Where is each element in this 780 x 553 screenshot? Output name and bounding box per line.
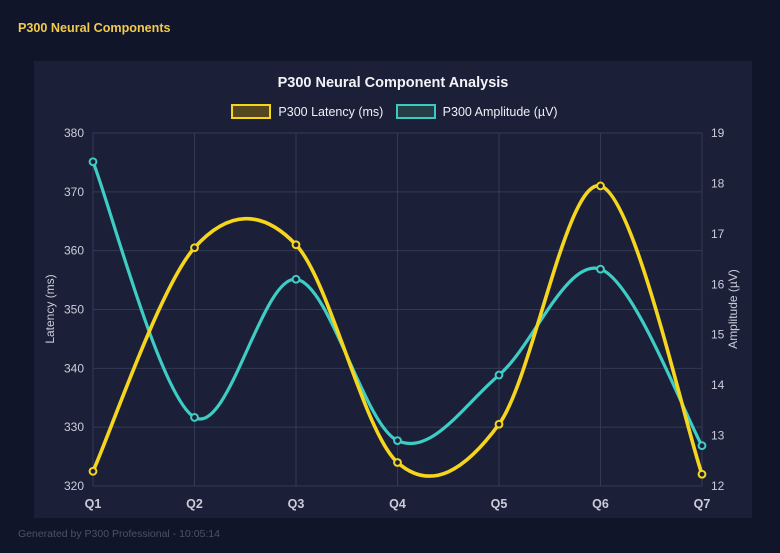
svg-text:18: 18 — [711, 176, 725, 190]
svg-text:19: 19 — [711, 126, 725, 140]
svg-text:Q2: Q2 — [186, 497, 203, 511]
svg-text:380: 380 — [64, 126, 84, 140]
svg-text:320: 320 — [64, 479, 84, 493]
svg-text:Amplitude (µV): Amplitude (µV) — [726, 269, 740, 349]
svg-text:Q3: Q3 — [288, 497, 305, 511]
svg-text:16: 16 — [711, 277, 725, 291]
svg-text:330: 330 — [64, 420, 84, 434]
svg-text:12: 12 — [711, 479, 725, 493]
svg-text:Q5: Q5 — [491, 497, 508, 511]
svg-text:13: 13 — [711, 429, 725, 443]
svg-text:370: 370 — [64, 185, 84, 199]
svg-text:340: 340 — [64, 361, 84, 375]
svg-text:14: 14 — [711, 378, 725, 392]
svg-text:Q1: Q1 — [85, 497, 102, 511]
svg-text:Latency (ms): Latency (ms) — [43, 274, 57, 343]
svg-text:15: 15 — [711, 328, 725, 342]
svg-text:Q7: Q7 — [694, 497, 711, 511]
svg-text:Q6: Q6 — [592, 497, 609, 511]
svg-text:17: 17 — [711, 227, 725, 241]
svg-text:360: 360 — [64, 244, 84, 258]
svg-text:350: 350 — [64, 303, 84, 317]
svg-text:Q4: Q4 — [389, 497, 406, 511]
